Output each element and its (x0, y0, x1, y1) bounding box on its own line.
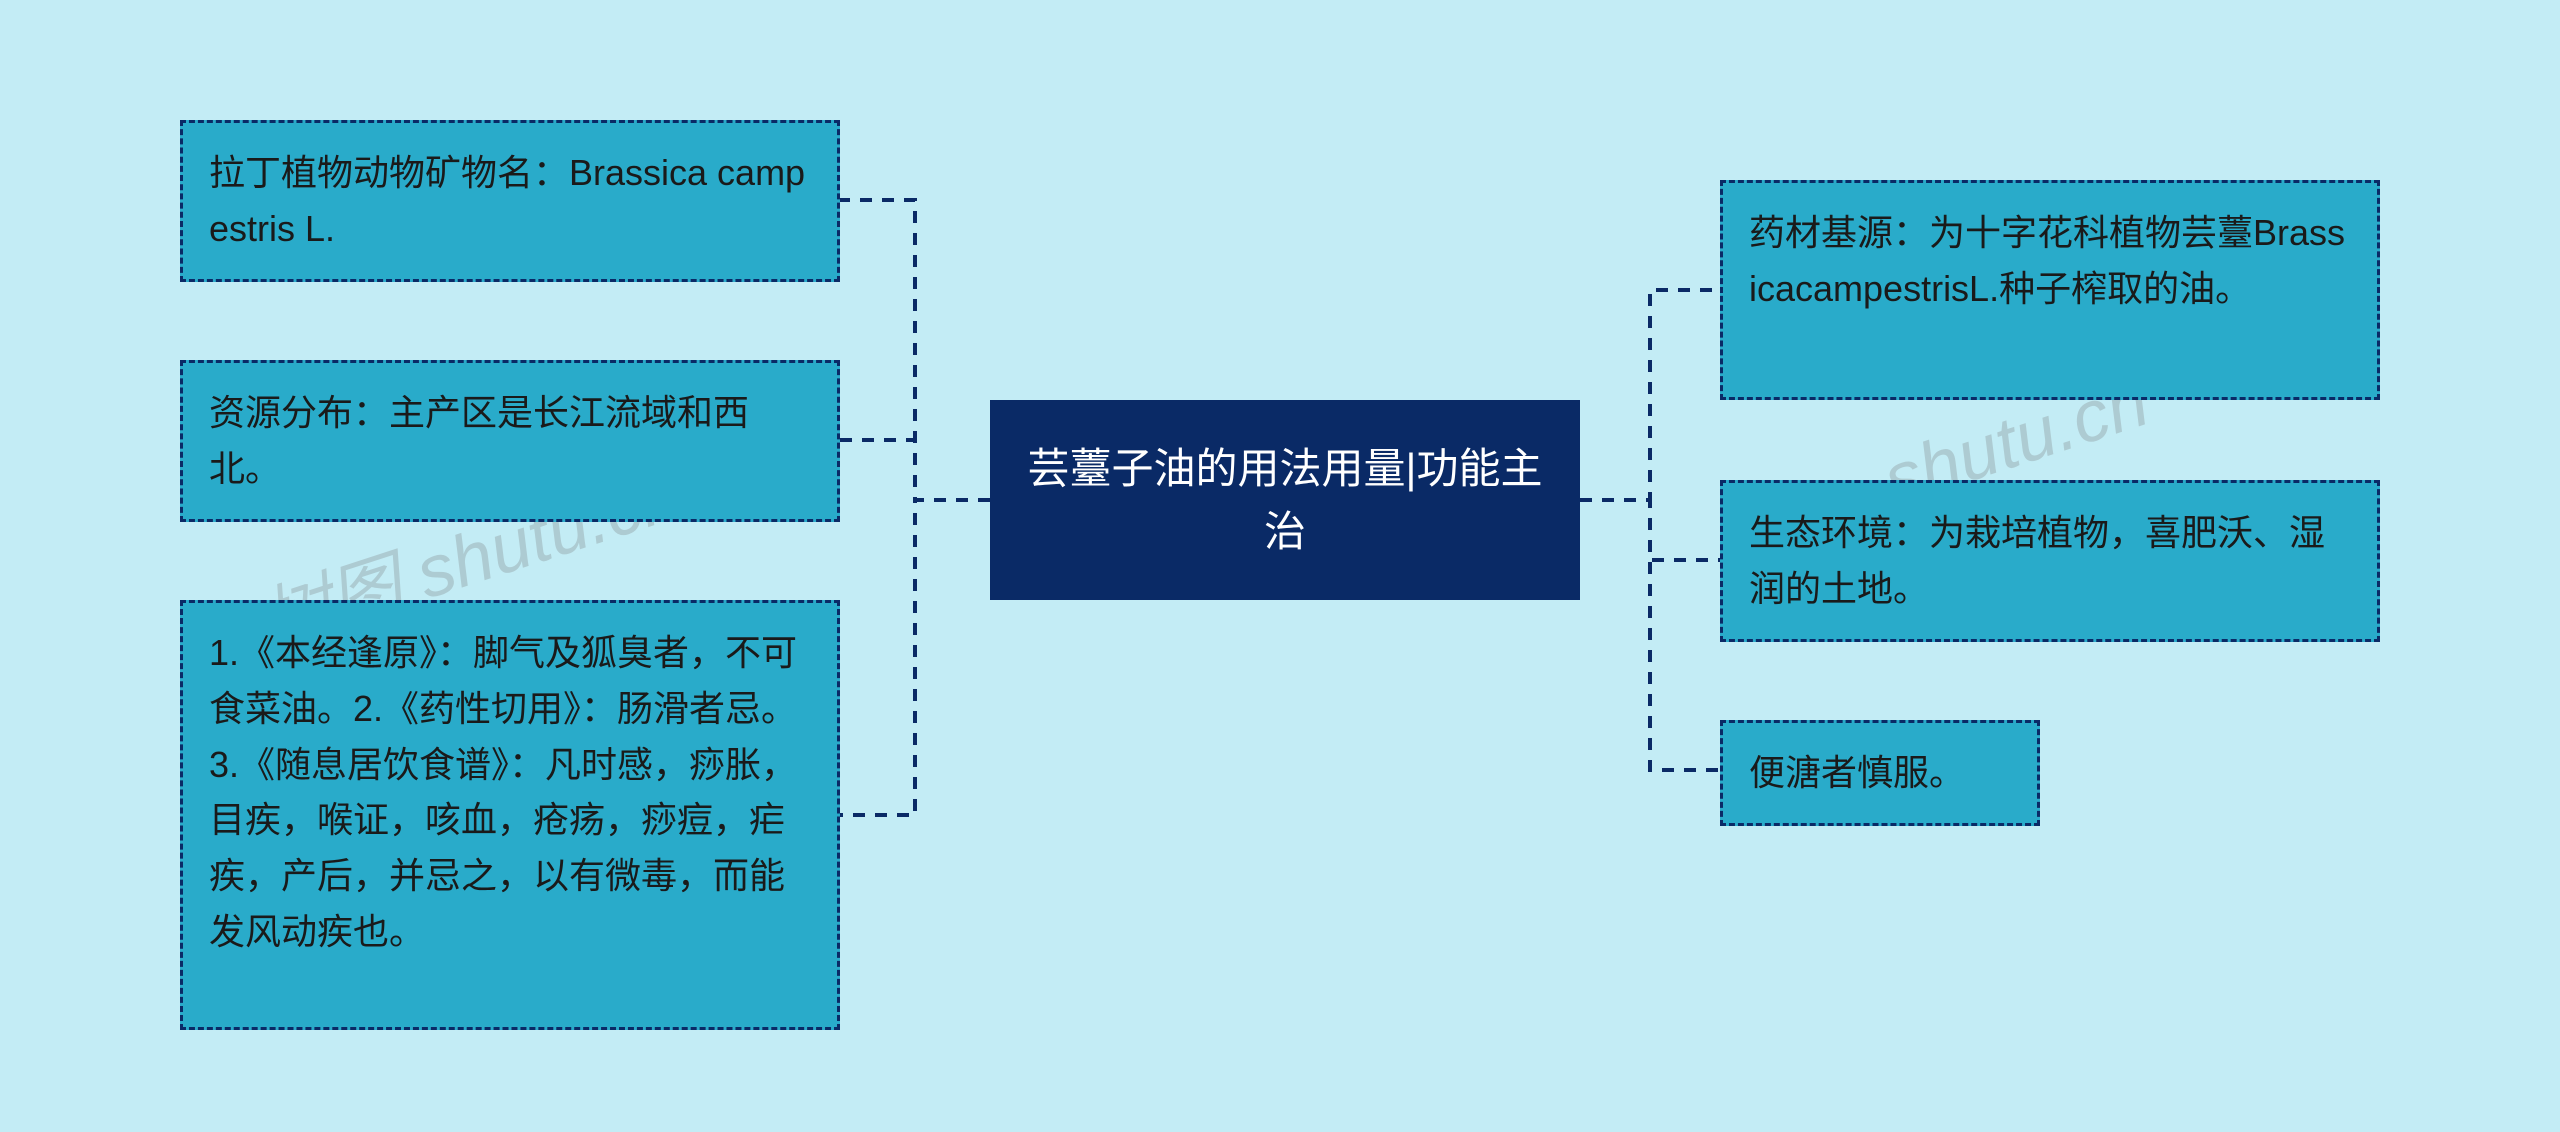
branch-node-text: 药材基源：为十字花科植物芸薹BrassicacampestrisL.种子榨取的油… (1749, 212, 2345, 309)
branch-node-text: 1.《本经逢原》：脚气及狐臭者，不可食菜油。2.《药性切用》：肠滑者忌。3.《随… (209, 632, 797, 952)
center-node: 芸薹子油的用法用量|功能主治 (990, 400, 1580, 600)
branch-node-text: 拉丁植物动物矿物名：Brassica campestris L. (209, 152, 805, 249)
center-node-text: 芸薹子油的用法用量|功能主治 (1026, 437, 1544, 563)
branch-node-l1: 拉丁植物动物矿物名：Brassica campestris L. (180, 120, 840, 282)
branch-node-text: 资源分布：主产区是长江流域和西北。 (209, 392, 749, 489)
branch-node-l2: 资源分布：主产区是长江流域和西北。 (180, 360, 840, 522)
branch-node-l3: 1.《本经逢原》：脚气及狐臭者，不可食菜油。2.《药性切用》：肠滑者忌。3.《随… (180, 600, 840, 1030)
branch-node-r1: 药材基源：为十字花科植物芸薹BrassicacampestrisL.种子榨取的油… (1720, 180, 2380, 400)
mindmap-canvas: 芸薹子油的用法用量|功能主治 树图 shutu.cn shutu.cn 拉丁植物… (0, 0, 2560, 1132)
branch-node-r2: 生态环境：为栽培植物，喜肥沃、湿润的土地。 (1720, 480, 2380, 642)
branch-node-r3: 便溏者慎服。 (1720, 720, 2040, 826)
branch-node-text: 生态环境：为栽培植物，喜肥沃、湿润的土地。 (1749, 512, 2325, 609)
branch-node-text: 便溏者慎服。 (1749, 752, 1965, 793)
